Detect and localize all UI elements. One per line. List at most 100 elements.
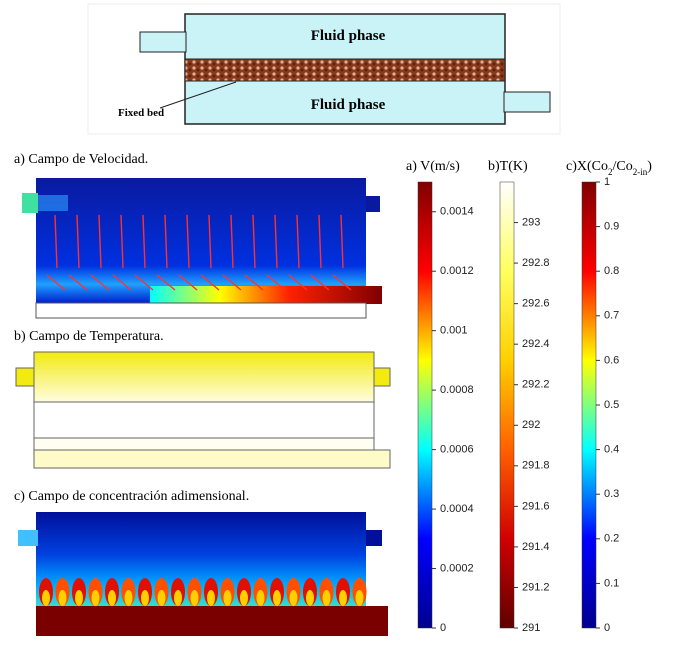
tick-label: 0.0008 xyxy=(440,384,474,396)
velocity-map xyxy=(36,178,366,303)
arrow xyxy=(274,214,278,269)
tick-label: 0.1 xyxy=(604,577,619,589)
bed xyxy=(33,437,375,451)
tick-label: 0.0002 xyxy=(440,562,474,574)
inlet xyxy=(15,367,35,387)
arrow xyxy=(230,214,234,269)
colorbar xyxy=(581,181,597,629)
title-part: 2 xyxy=(608,167,613,177)
title-part: /Co xyxy=(613,159,633,174)
plume-core xyxy=(273,590,281,606)
colorbars: a) V(m/s) 0 0.0002 0.0004 0.0006 0.0008 0.001 0… xyxy=(406,159,652,634)
plume-core xyxy=(223,590,232,606)
outlet xyxy=(366,196,380,212)
bed xyxy=(33,449,391,469)
bed xyxy=(36,606,388,636)
tick-label: 0.4 xyxy=(604,444,619,456)
arrow xyxy=(222,274,242,291)
title-part: 2-in xyxy=(633,167,648,177)
arrow xyxy=(200,274,220,291)
tick-label: 291.6 xyxy=(522,500,550,512)
tick-label: 0.8 xyxy=(604,265,619,277)
inlet xyxy=(139,31,187,53)
arrow xyxy=(90,274,110,291)
plume-core xyxy=(190,590,199,606)
plume-core xyxy=(306,590,314,606)
tick-label: 292.4 xyxy=(522,338,550,350)
arrow xyxy=(318,214,322,269)
arrow xyxy=(332,274,352,291)
bed-label: Fixed bed xyxy=(118,107,164,119)
arrow xyxy=(156,274,176,291)
arrow xyxy=(98,214,102,269)
colorbar xyxy=(417,181,433,629)
panel-caption: a) Campo de Velocidad. xyxy=(14,152,148,167)
title-part: a) V(m/s) xyxy=(406,159,460,174)
plume-core xyxy=(240,590,248,606)
arrow xyxy=(54,214,58,269)
outlet xyxy=(503,91,551,113)
jet xyxy=(38,195,68,211)
tick-label: 1 xyxy=(604,176,610,188)
colorbar-title: b)T(K) xyxy=(488,159,528,174)
plume-core xyxy=(322,590,331,606)
tick-label: 0.6 xyxy=(604,354,619,366)
plume-core xyxy=(75,590,83,606)
arrow xyxy=(134,274,154,291)
plume-core xyxy=(256,590,265,606)
title-part: c)X(Co xyxy=(566,159,608,174)
title-part: b)T(K) xyxy=(488,159,528,174)
tick-label: 292 xyxy=(522,419,540,431)
plume-core xyxy=(42,590,50,606)
tick-label: 0.9 xyxy=(604,221,619,233)
tick-label: 0.3 xyxy=(604,488,619,500)
colorbar-title: a) V(m/s) xyxy=(406,159,460,174)
fixed-bed xyxy=(184,58,506,82)
outlet xyxy=(373,367,391,387)
temp-map xyxy=(33,351,375,403)
plume-core xyxy=(58,590,67,606)
tick-label: 0.0014 xyxy=(440,206,474,218)
tick-label: 292.8 xyxy=(522,257,550,269)
tick-label: 0.7 xyxy=(604,310,619,322)
arrow xyxy=(142,214,146,269)
outlet xyxy=(366,530,382,546)
arrow xyxy=(244,274,264,291)
plume-core xyxy=(157,590,166,606)
arrow xyxy=(159,81,237,109)
arrow xyxy=(186,214,190,269)
tick-label: 0.001 xyxy=(440,325,468,337)
arrow xyxy=(120,214,124,269)
title-part: ) xyxy=(647,159,652,174)
tick-label: 0.2 xyxy=(604,533,619,545)
arrow xyxy=(296,214,300,269)
velocity-field xyxy=(22,178,382,319)
arrow xyxy=(76,214,80,269)
tick-label: 0.5 xyxy=(604,399,619,411)
tick-label: 0.0006 xyxy=(440,444,474,456)
tick-label: 291.2 xyxy=(522,581,550,593)
fluid-label: Fluid phase xyxy=(311,28,386,44)
plume-core xyxy=(207,590,215,606)
plumes xyxy=(39,578,367,606)
bed-flow xyxy=(150,286,382,304)
arrow xyxy=(310,274,330,291)
arrow xyxy=(46,274,66,291)
arrow xyxy=(208,214,212,269)
inlet xyxy=(18,530,38,546)
tick-label: 291.4 xyxy=(522,541,550,553)
tick-label: 292.6 xyxy=(522,298,550,310)
tick-label: 293 xyxy=(522,216,540,228)
tick-label: 292.2 xyxy=(522,379,550,391)
arrow xyxy=(252,214,256,269)
tick-label: 0.0004 xyxy=(440,503,474,515)
arrow xyxy=(164,214,168,269)
arrow xyxy=(68,274,88,291)
bed xyxy=(33,401,375,439)
colorbar xyxy=(499,181,515,629)
tick-label: 0.0012 xyxy=(440,265,474,277)
arrow xyxy=(112,274,132,291)
inlet xyxy=(22,193,38,213)
plume-core xyxy=(108,590,116,606)
